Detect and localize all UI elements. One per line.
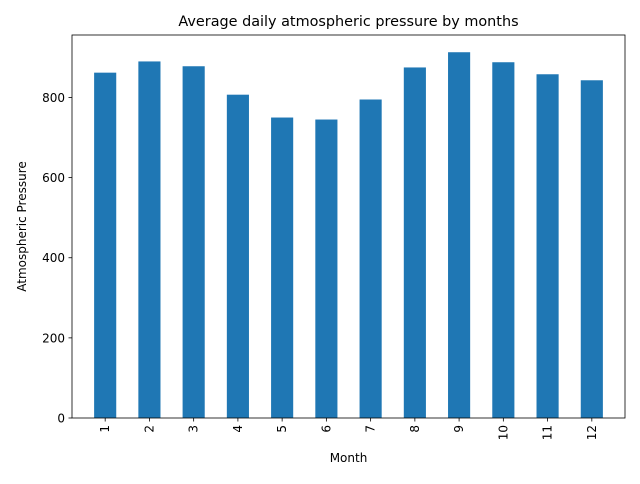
bar-month-9 xyxy=(448,52,471,418)
chart-title: Average daily atmospheric pressure by mo… xyxy=(178,14,518,30)
y-tick-label: 0 xyxy=(57,412,65,426)
y-tick-label: 400 xyxy=(42,251,65,265)
bar-month-8 xyxy=(403,67,426,418)
y-axis-ticks: 0 200 400 600 800 xyxy=(42,91,72,426)
x-tick-label: 11 xyxy=(541,425,555,440)
x-tick-label: 8 xyxy=(408,425,422,433)
x-tick-label: 9 xyxy=(452,425,466,433)
bar-month-11 xyxy=(536,74,559,418)
x-tick-label: 4 xyxy=(231,425,245,433)
bar-month-10 xyxy=(492,62,515,419)
y-tick-label: 200 xyxy=(42,331,65,345)
bars-layer xyxy=(94,52,603,419)
x-axis-ticks: 1 2 3 4 5 6 7 8 9 10 11 12 xyxy=(98,418,599,440)
bar-month-5 xyxy=(271,117,294,418)
x-tick-label: 2 xyxy=(142,425,156,433)
x-tick-label: 10 xyxy=(496,425,510,440)
bar-month-6 xyxy=(315,119,338,418)
x-tick-label: 1 xyxy=(98,425,112,433)
x-tick-label: 6 xyxy=(319,425,333,433)
y-tick-label: 800 xyxy=(42,91,65,105)
bar-month-4 xyxy=(226,94,249,418)
x-axis-label: Month xyxy=(330,451,368,465)
x-tick-label: 3 xyxy=(187,425,201,433)
bar-month-12 xyxy=(580,80,603,419)
axes-frame xyxy=(71,34,626,419)
bar-month-3 xyxy=(182,66,205,418)
axes-layer xyxy=(71,34,626,419)
bar-month-7 xyxy=(359,99,382,418)
x-tick-label: 7 xyxy=(364,425,378,433)
bar-month-1 xyxy=(94,72,117,418)
y-axis-label: Atmospheric Pressure xyxy=(15,161,29,292)
x-tick-label: 5 xyxy=(275,425,289,433)
bar-month-2 xyxy=(138,61,161,418)
x-tick-label: 12 xyxy=(585,425,599,440)
y-tick-label: 600 xyxy=(42,171,65,185)
